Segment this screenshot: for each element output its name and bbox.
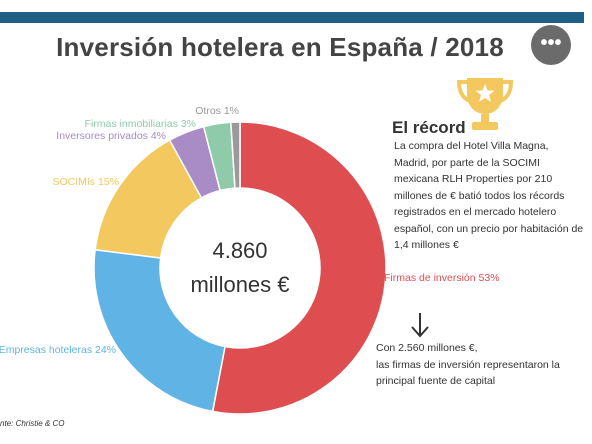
slice-label: Empresas hoteleras 24% — [0, 344, 116, 356]
slice-label: Firmas inmobiliarias 3% — [85, 118, 196, 130]
callout-text: Con 2.560 millones €, las firmas de inve… — [376, 340, 586, 390]
donut-slice — [93, 248, 226, 413]
slice-label: SOCIMIs 15% — [52, 176, 119, 188]
slice-label: Inversores privados 4% — [56, 130, 166, 142]
donut-center-text: 4.860 — [212, 238, 267, 263]
chart-title: Inversión hotelera en España / 2018 — [56, 32, 504, 62]
trophy-icon — [456, 78, 514, 130]
arrow-down-icon — [411, 313, 429, 338]
callout-line2: las firmas de inversión representaron la… — [376, 358, 560, 388]
slice-label: Otros 1% — [195, 105, 239, 117]
donut-slice — [211, 121, 387, 415]
record-title: El récord — [392, 118, 466, 137]
source-note: nte: Christie & CO — [0, 419, 65, 428]
record-text: La compra del Hotel Villa Magna, Madrid,… — [394, 140, 584, 251]
more-options-button[interactable]: ••• — [531, 25, 571, 65]
top-bar — [0, 12, 584, 23]
donut-slice — [230, 121, 241, 189]
donut-center-text: millones € — [190, 272, 289, 297]
callout-line1: Con 2.560 millones €, — [376, 342, 478, 354]
slice-label: Firmas de inversión 53% — [384, 272, 500, 284]
